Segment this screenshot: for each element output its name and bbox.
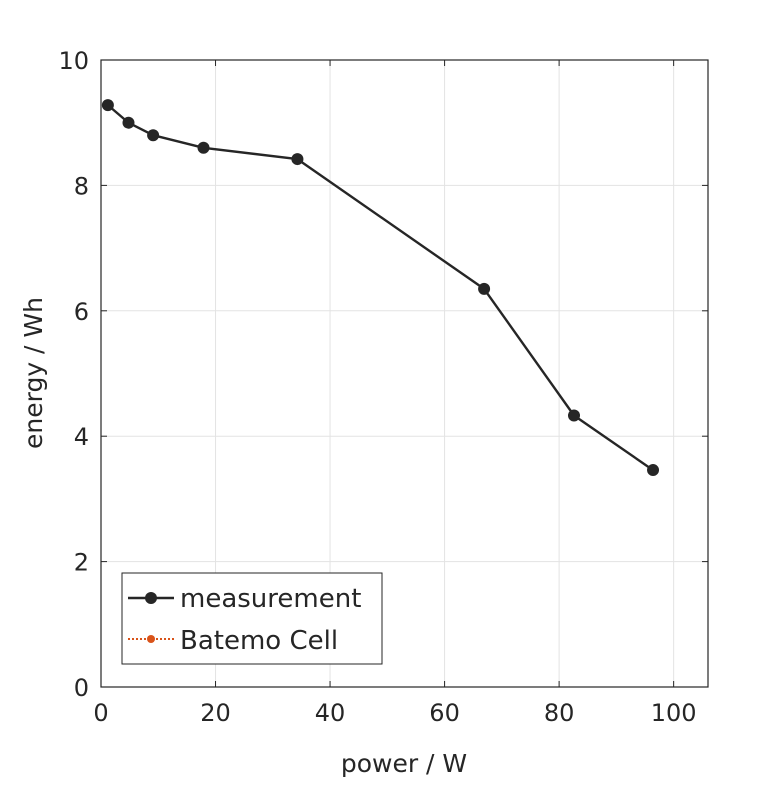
legend: measurement Batemo Cell — [121, 572, 383, 665]
series-layer — [101, 99, 660, 477]
legend-measurement-marker — [145, 592, 157, 604]
legend-measurement-label: measurement — [180, 584, 361, 614]
x-tick-label: 0 — [93, 699, 108, 727]
legend-batemo-label: Batemo Cell — [180, 626, 338, 656]
y-axis-label: energy / Wh — [19, 297, 48, 449]
measurement-point — [291, 153, 304, 166]
y-tick-label: 2 — [74, 549, 89, 577]
x-tick-label: 100 — [651, 699, 697, 727]
y-tick-label: 10 — [58, 47, 89, 75]
x-tick-label: 40 — [315, 699, 346, 727]
x-axis-label: power / W — [341, 749, 467, 778]
measurement-point — [197, 141, 210, 154]
y-tick-label: 8 — [74, 172, 89, 200]
x-tick-label: 20 — [200, 699, 231, 727]
y-tick-label: 0 — [74, 674, 89, 702]
legend-batemo-marker — [147, 635, 155, 643]
plot-area-frame — [100, 59, 709, 688]
legend-box — [121, 572, 383, 665]
axis-ticks: 0 20 40 60 80 100 0 2 4 6 8 10 — [58, 47, 708, 727]
measurement-point — [478, 282, 491, 295]
y-tick-label: 6 — [74, 298, 89, 326]
measurement-point — [568, 409, 581, 422]
y-tick-label: 4 — [74, 423, 89, 451]
grid-lines — [100, 59, 708, 688]
measurement-point — [101, 99, 114, 112]
x-tick-label: 60 — [429, 699, 460, 727]
measurement-point — [147, 129, 160, 142]
measurement-point — [122, 116, 135, 129]
measurement-point — [647, 464, 660, 477]
x-tick-label: 80 — [544, 699, 575, 727]
